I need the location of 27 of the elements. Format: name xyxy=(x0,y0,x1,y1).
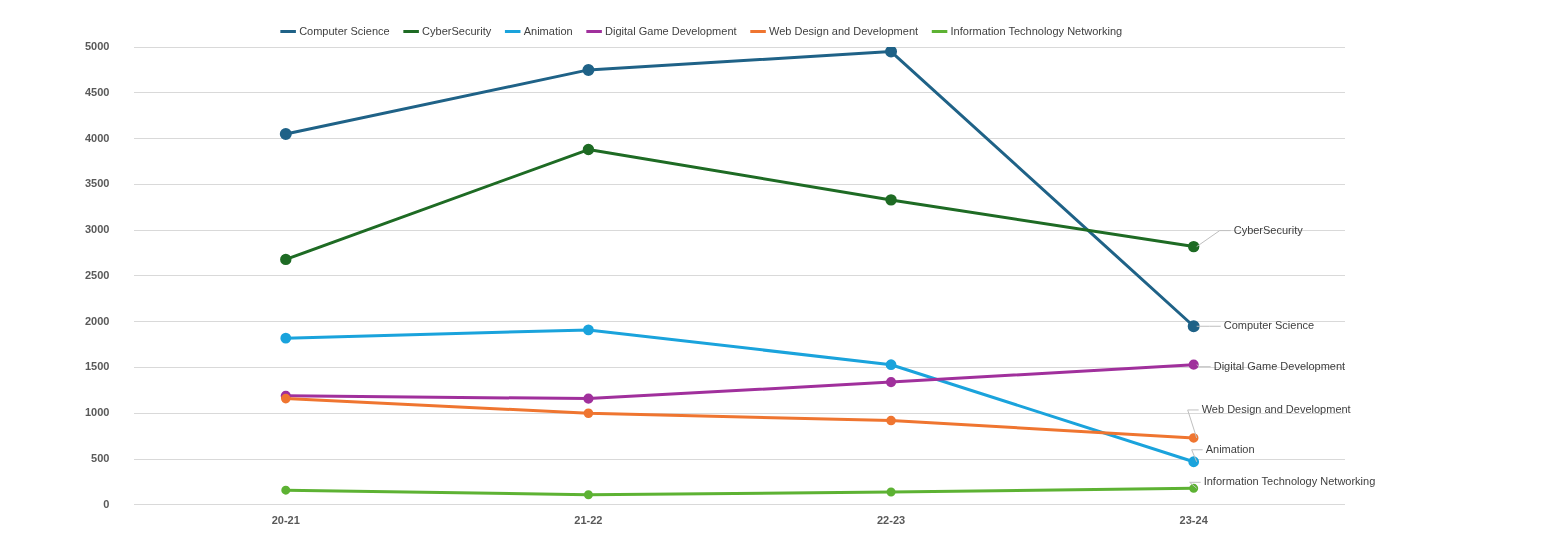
y-tick-label: 4000 xyxy=(84,131,110,144)
legend-label: Web Design and Development xyxy=(769,24,919,37)
x-tick-label: 20-21 xyxy=(271,514,300,527)
y-tick-label: 2000 xyxy=(84,314,110,327)
text: Animation xyxy=(1205,442,1255,455)
text: Information Technology Networking xyxy=(1203,475,1376,488)
y-tick-label: 1000 xyxy=(84,406,110,419)
y-tick-label: 2500 xyxy=(84,268,110,281)
legend-label: Information Technology Networking xyxy=(950,24,1123,37)
legend-label: CyberSecurity xyxy=(422,24,492,37)
y-tick-label: 3500 xyxy=(84,177,110,190)
x-tick-label: 21-22 xyxy=(574,514,603,527)
x-tick-label: 23-24 xyxy=(1179,514,1209,527)
legend-label: Computer Science xyxy=(299,24,390,37)
x-tick-label: 22-23 xyxy=(876,514,906,527)
text: CyberSecurity xyxy=(1233,223,1303,236)
y-tick-label: 3000 xyxy=(84,223,110,236)
y-tick-label: 0 xyxy=(103,497,110,510)
text: Computer Science xyxy=(1223,319,1315,332)
y-tick-label: 5000 xyxy=(84,40,110,53)
text: Digital Game Development xyxy=(1213,359,1346,372)
y-tick-label: 1500 xyxy=(84,360,110,373)
legend-label: Digital Game Development xyxy=(605,24,737,37)
y-tick-label: 4500 xyxy=(84,85,110,98)
y-tick-label: 500 xyxy=(91,452,110,465)
text: Web Design and Development xyxy=(1201,402,1351,415)
legend-label: Animation xyxy=(523,24,573,37)
